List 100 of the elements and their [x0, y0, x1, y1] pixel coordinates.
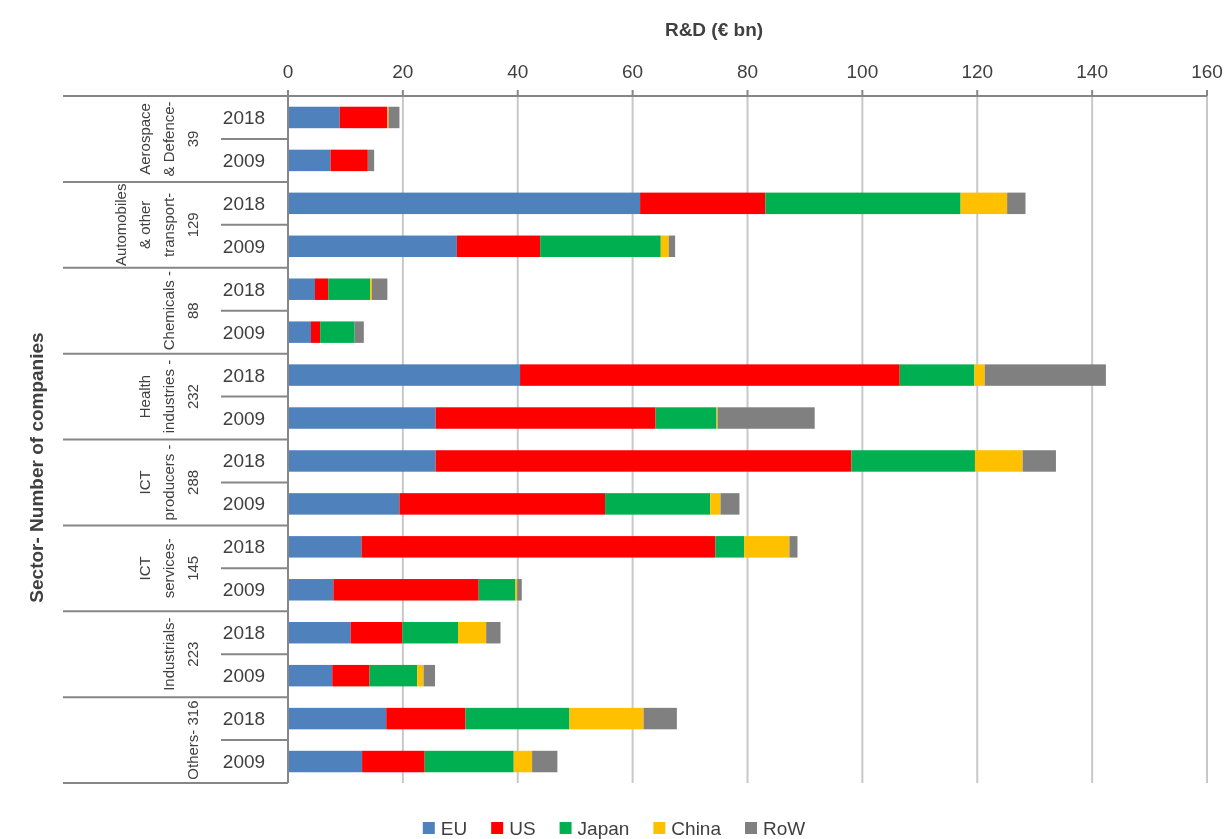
bar	[984, 364, 1106, 386]
bar	[288, 750, 363, 773]
x-axis-title: R&D (€ bn)	[664, 19, 764, 40]
bar	[367, 149, 375, 172]
text: Others- 316	[183, 700, 201, 780]
x-tick-label: 20	[392, 61, 414, 82]
bar	[640, 192, 766, 215]
x-tick-label: 60	[622, 61, 644, 82]
bar	[478, 579, 516, 601]
bar	[789, 536, 798, 558]
bar	[569, 707, 644, 730]
bar	[532, 750, 558, 773]
bar	[339, 106, 388, 129]
bar	[330, 149, 368, 172]
bar	[1007, 192, 1026, 215]
bar	[423, 664, 436, 687]
bar	[720, 493, 740, 515]
bar	[974, 364, 985, 386]
bar	[288, 149, 331, 172]
bar	[851, 450, 975, 472]
bar	[386, 707, 466, 730]
bar	[362, 750, 425, 773]
text: Automobiles & other transport- 129	[111, 183, 201, 267]
bar	[765, 192, 961, 215]
bar	[288, 536, 362, 558]
bar	[668, 235, 676, 258]
y-tick-label: 2009	[222, 235, 266, 257]
bar	[333, 579, 479, 601]
text: Aerospace & Defence- 39	[135, 101, 201, 177]
y-tick-label: 2009	[222, 321, 266, 343]
bar	[655, 407, 717, 429]
y-tick-label: 2009	[222, 407, 266, 429]
bar	[717, 407, 815, 429]
bar	[435, 407, 656, 429]
bar	[513, 750, 533, 773]
text: ICT services- 145	[135, 538, 201, 599]
bar	[288, 450, 436, 472]
x-tick-label: 40	[507, 61, 529, 82]
bar	[899, 364, 975, 386]
y-tick-label: 2018	[222, 192, 266, 214]
bar	[288, 364, 521, 386]
x-tick-label: 80	[736, 61, 759, 82]
y-tick-label: 2018	[222, 364, 266, 386]
x-tick-label: 0	[282, 61, 294, 82]
x-tick-label: 160	[1191, 61, 1223, 82]
text: Chemicals - 88	[159, 271, 201, 351]
bar	[960, 192, 1008, 215]
bar	[288, 579, 334, 601]
bar	[288, 106, 340, 129]
bar	[288, 707, 387, 730]
bar	[458, 621, 487, 644]
bar	[361, 536, 716, 558]
legend-label: US	[509, 817, 536, 839]
bar	[388, 106, 400, 129]
y-tick-label: 2018	[222, 622, 266, 644]
bar	[371, 278, 388, 300]
bar	[605, 493, 711, 515]
bar	[350, 621, 403, 644]
bar	[354, 321, 364, 343]
y-tick-label: 2018	[222, 278, 266, 300]
bar	[744, 536, 790, 558]
x-tick-label: 140	[1076, 61, 1108, 82]
y-tick-label: 2009	[222, 751, 266, 773]
legend-label: EU	[440, 817, 468, 839]
bar	[417, 664, 424, 687]
bar	[288, 192, 641, 215]
y-tick-label: 2018	[222, 450, 266, 472]
bar	[288, 493, 400, 515]
text: Industrials- 223	[159, 617, 201, 691]
bar	[486, 621, 501, 644]
bar	[643, 707, 677, 730]
bar	[1022, 450, 1056, 472]
x-tick-label: 120	[961, 61, 994, 82]
y-tick-label: 2009	[222, 665, 266, 687]
bar	[288, 321, 311, 343]
bar	[288, 664, 333, 687]
bar	[310, 321, 321, 343]
bar	[435, 450, 852, 472]
legend-label: Japan	[577, 817, 630, 839]
text: Sector- Number of companies	[25, 332, 47, 603]
y-tick-label: 2009	[222, 493, 266, 515]
bar	[540, 235, 661, 258]
bar	[456, 235, 541, 258]
y-tick-label: 2018	[222, 106, 266, 128]
bar	[332, 664, 370, 687]
bar	[328, 278, 371, 300]
bar	[288, 621, 351, 644]
y-tick-label: 2018	[222, 536, 266, 558]
text: ICT producers - 288	[135, 444, 201, 521]
bar	[288, 407, 436, 429]
bar	[520, 364, 900, 386]
x-tick-label: 100	[846, 61, 879, 82]
y-tick-label: 2018	[222, 708, 266, 730]
y-tick-label: 2009	[222, 149, 266, 171]
bar	[399, 493, 606, 515]
bar	[715, 536, 745, 558]
bar	[288, 235, 457, 258]
bar	[710, 493, 721, 515]
legend-label: RoW	[762, 817, 806, 839]
text: Health industries - 232	[135, 359, 201, 434]
